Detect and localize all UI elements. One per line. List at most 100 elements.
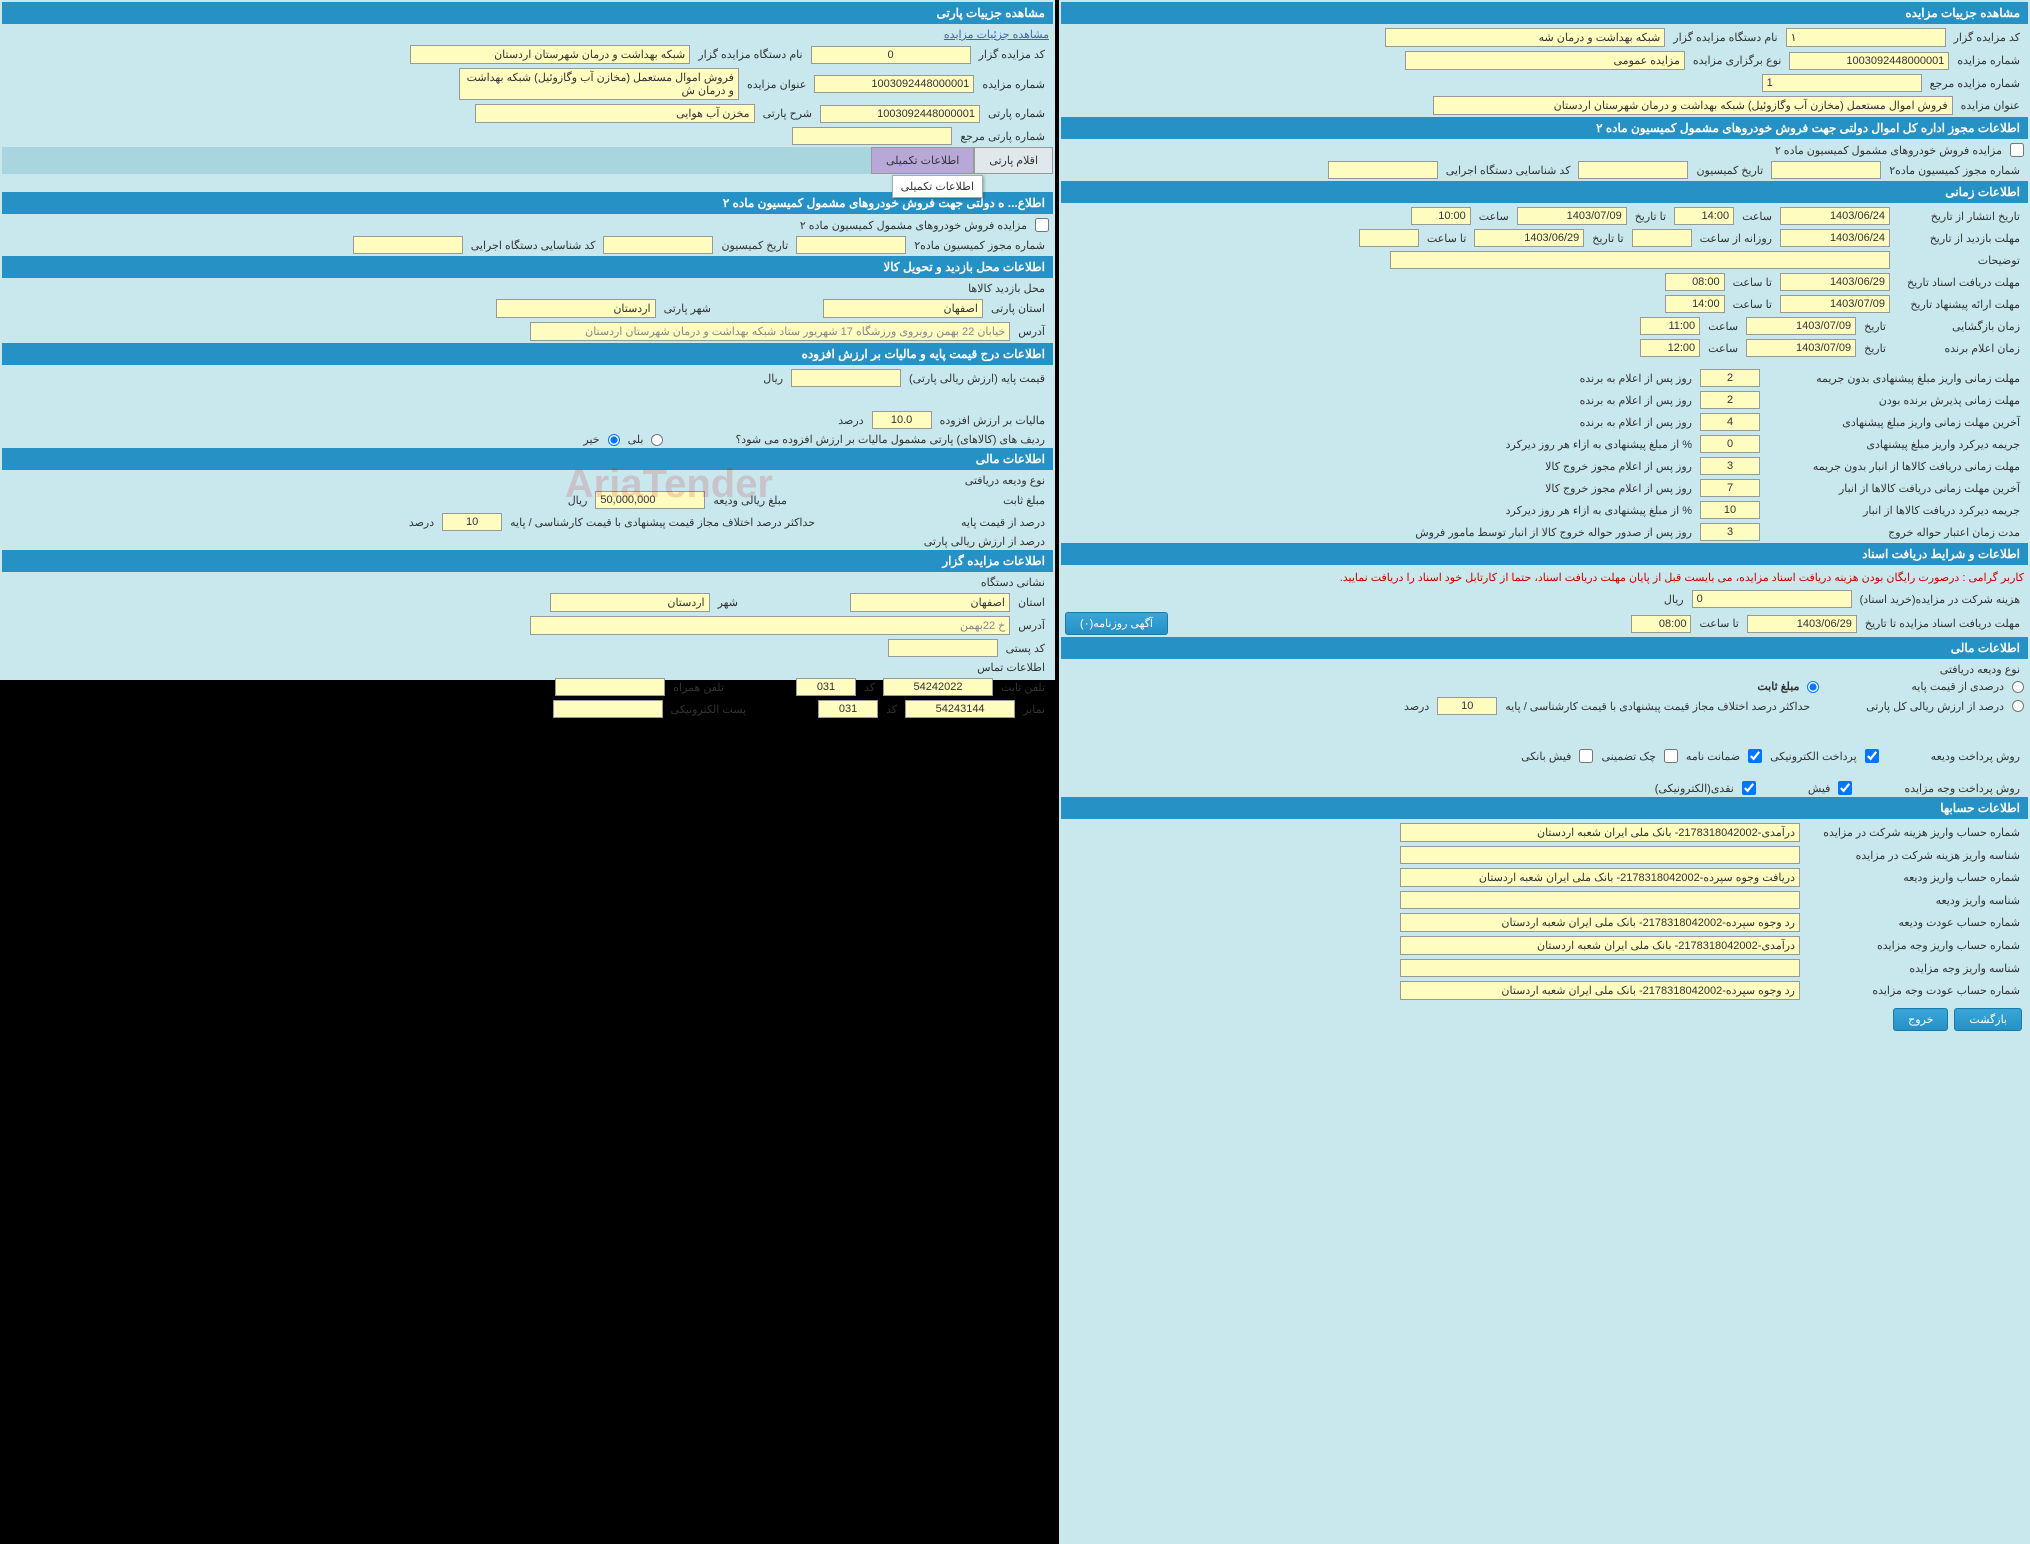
l-phone: 54242022 <box>883 678 993 696</box>
publish-to-time: 10:00 <box>1411 207 1471 225</box>
commission-checkbox[interactable] <box>2010 143 2024 157</box>
exit-button[interactable]: خروج <box>1893 1008 1948 1031</box>
l-exec-id-label: کد شناسایی دستگاه اجرایی <box>467 239 600 252</box>
penalty-label: جریمه دیرکرد واریز مبلغ پیشنهادی <box>1764 438 2024 451</box>
winner-announce-label: زمان اعلام برنده <box>1894 342 2024 355</box>
acc4: درآمدی-2178318042002- بانک ملی ایران شعب… <box>1400 936 1800 955</box>
l-fixed-amount-label: مبلغ ثابت <box>999 494 1049 507</box>
vat-yes-radio[interactable] <box>651 434 663 446</box>
l-ref-party <box>792 127 952 145</box>
fixed-amount-radio[interactable] <box>1807 681 1819 693</box>
permit-number-field <box>1771 161 1881 179</box>
l-mobile <box>555 678 665 696</box>
l-auction-code: 0 <box>811 46 971 64</box>
last-deposit-label: آخرین مهلت زمانی واریز مبلغ پیشنهادی <box>1764 416 2024 429</box>
l-city: اردستان <box>496 299 656 318</box>
l-city-label: شهر پارتی <box>660 302 715 315</box>
acc2-id <box>1400 891 1800 909</box>
date-label-2: تاریخ <box>1860 342 1890 355</box>
auction-title-field: فروش اموال مستعمل (مخازن آب وگازوئیل) شب… <box>1433 96 1953 115</box>
cash-electronic-checkbox[interactable] <box>1742 781 1756 795</box>
l-commission-date-field <box>603 236 713 254</box>
publish-from-label: تاریخ انتشار از تاریخ <box>1894 210 2024 223</box>
check-checkbox[interactable] <box>1664 749 1678 763</box>
l-auction-title: فروش اموال مستعمل (مخازن آب وگازوئیل) شب… <box>459 68 739 100</box>
doc-receive-deadline-label: مهلت دریافت اسناد مزایده تا تاریخ <box>1861 617 2024 630</box>
bank-slip-label: فیش بانکی <box>1517 750 1575 763</box>
doc-receive-time: 08:00 <box>1631 615 1691 633</box>
newspaper-button[interactable]: آگهی روزنامه(۰) <box>1065 612 1168 635</box>
permit-number-label: شماره مجوز کمیسیون ماده۲ <box>1885 164 2024 177</box>
acc1-id <box>1400 846 1800 864</box>
penalty-pct: 0 <box>1700 435 1760 453</box>
l-percent-1: درصد <box>834 414 867 427</box>
to-date-label-1: تا تاریخ <box>1631 210 1670 223</box>
acc4-id <box>1400 959 1800 977</box>
electronic-pay-label: پرداخت الکترونیکی <box>1766 750 1861 763</box>
section-auction-details: مشاهده جزییات مزایده <box>1061 2 2028 24</box>
visit-to-time <box>1359 229 1419 247</box>
holding-type-label: نوع برگزاری مزایده <box>1689 54 1785 67</box>
vat-no-radio[interactable] <box>608 434 620 446</box>
l-city2: اردستان <box>550 593 710 612</box>
tab-party-items[interactable]: اقلام پارتی <box>974 147 1053 174</box>
l-yes: بلی <box>624 433 648 446</box>
cash-electronic-label: نقدی(الکترونیکی) <box>1651 782 1738 795</box>
check-label: چک تضمینی <box>1597 750 1659 763</box>
l-permit-field <box>796 236 906 254</box>
auction-title-label: عنوان مزایده <box>1957 99 2024 112</box>
acc1: درآمدی-2178318042002- بانک ملی ایران شعب… <box>1400 823 1800 842</box>
l-auction-code-label: کد مزایده گزار <box>975 48 1049 61</box>
l-section-financial: اطلاعات مالی <box>2 448 1053 470</box>
fixed-amount-label: مبلغ ثابت <box>1753 680 1803 693</box>
publish-from-time: 14:00 <box>1674 207 1734 225</box>
l-mobile-label: تلفن همراه <box>669 681 728 694</box>
l-code2: 031 <box>818 700 878 718</box>
hour-label-2: ساعت <box>1475 210 1513 223</box>
days-after-winner-2: روز پس از اعلام به برنده <box>1576 394 1696 407</box>
to-time-label-4: تا ساعت <box>1695 617 1742 630</box>
base-price-radio[interactable] <box>2012 681 2024 693</box>
l-deposit-amount-label: مبلغ ریالی ودیعه <box>709 494 791 507</box>
exec-id-field <box>1328 161 1438 179</box>
l-rial-pct-label: درصد از ارزش ریالی پارتی <box>920 535 1049 548</box>
l-commission-checkbox[interactable] <box>1035 218 1049 232</box>
bank-slip-checkbox[interactable] <box>1579 749 1593 763</box>
l-auction-title-label: عنوان مزایده <box>743 78 810 91</box>
percent-1: درصد <box>1400 700 1433 713</box>
back-button[interactable]: بازگشت <box>1954 1008 2022 1031</box>
l-address2: خ 22بهمن <box>530 616 1010 635</box>
l-commission-date-label: تاریخ کمیسیون <box>717 239 792 252</box>
proposal-date: 1403/07/09 <box>1780 295 1890 313</box>
acc2-label: شماره حساب واریز ودیعه <box>1804 871 2024 884</box>
l-auction-number: 1003092448000001 <box>814 75 974 93</box>
l-device-name-label: نام دستگاه مزایده گزار <box>694 48 806 61</box>
l-base-pct-label: درصد از قیمت پایه <box>957 516 1049 529</box>
auction-pay-label: روش پرداخت وجه مزایده <box>1900 782 2024 795</box>
commission-date-field <box>1578 161 1688 179</box>
rial-1: ریال <box>1660 593 1688 606</box>
days-after-winner-3: روز پس از اعلام به برنده <box>1576 416 1696 429</box>
to-time-label-2: تا ساعت <box>1729 276 1776 289</box>
ref-number-label: شماره مزایده مرجع <box>1926 77 2024 90</box>
tab-additional-info[interactable]: اطلاعات تکمیلی <box>871 147 974 174</box>
l-code: 031 <box>796 678 856 696</box>
section-timing: اطلاعات زمانی <box>1061 181 2028 203</box>
auction-number-field: 1003092448000001 <box>1789 52 1949 70</box>
exit-permit-days: 3 <box>1700 523 1760 541</box>
guarantee-checkbox[interactable] <box>1748 749 1762 763</box>
commission-checkbox-label: مزایده فروش خودروهای مشمول کمیسیون ماده … <box>1771 144 2006 157</box>
section-financial: اطلاعات مالی <box>1061 637 2028 659</box>
l-auction-number-label: شماره مزایده <box>978 78 1049 91</box>
auction-code-field: ۱ <box>1786 28 1946 47</box>
party-rial-radio[interactable] <box>2012 700 2024 712</box>
auction-details-link[interactable]: مشاهده جزئیات مزایده <box>944 28 1049 41</box>
l-commission-checkbox-label: مزایده فروش خودروهای مشمول کمیسیون ماده … <box>796 219 1031 232</box>
doc-receive-date: 1403/06/29 <box>1747 615 1857 633</box>
opening-time-label: زمان بازگشایی <box>1894 320 2024 333</box>
goods-penalty-label: جریمه دیرکرد دریافت کالاها از انبار <box>1764 504 2024 517</box>
doc-deadline-label: مهلت دریافت اسناد تاریخ <box>1894 276 2024 289</box>
proposal-time: 14:00 <box>1665 295 1725 313</box>
electronic-pay-checkbox[interactable] <box>1865 749 1879 763</box>
slip-checkbox[interactable] <box>1838 781 1852 795</box>
